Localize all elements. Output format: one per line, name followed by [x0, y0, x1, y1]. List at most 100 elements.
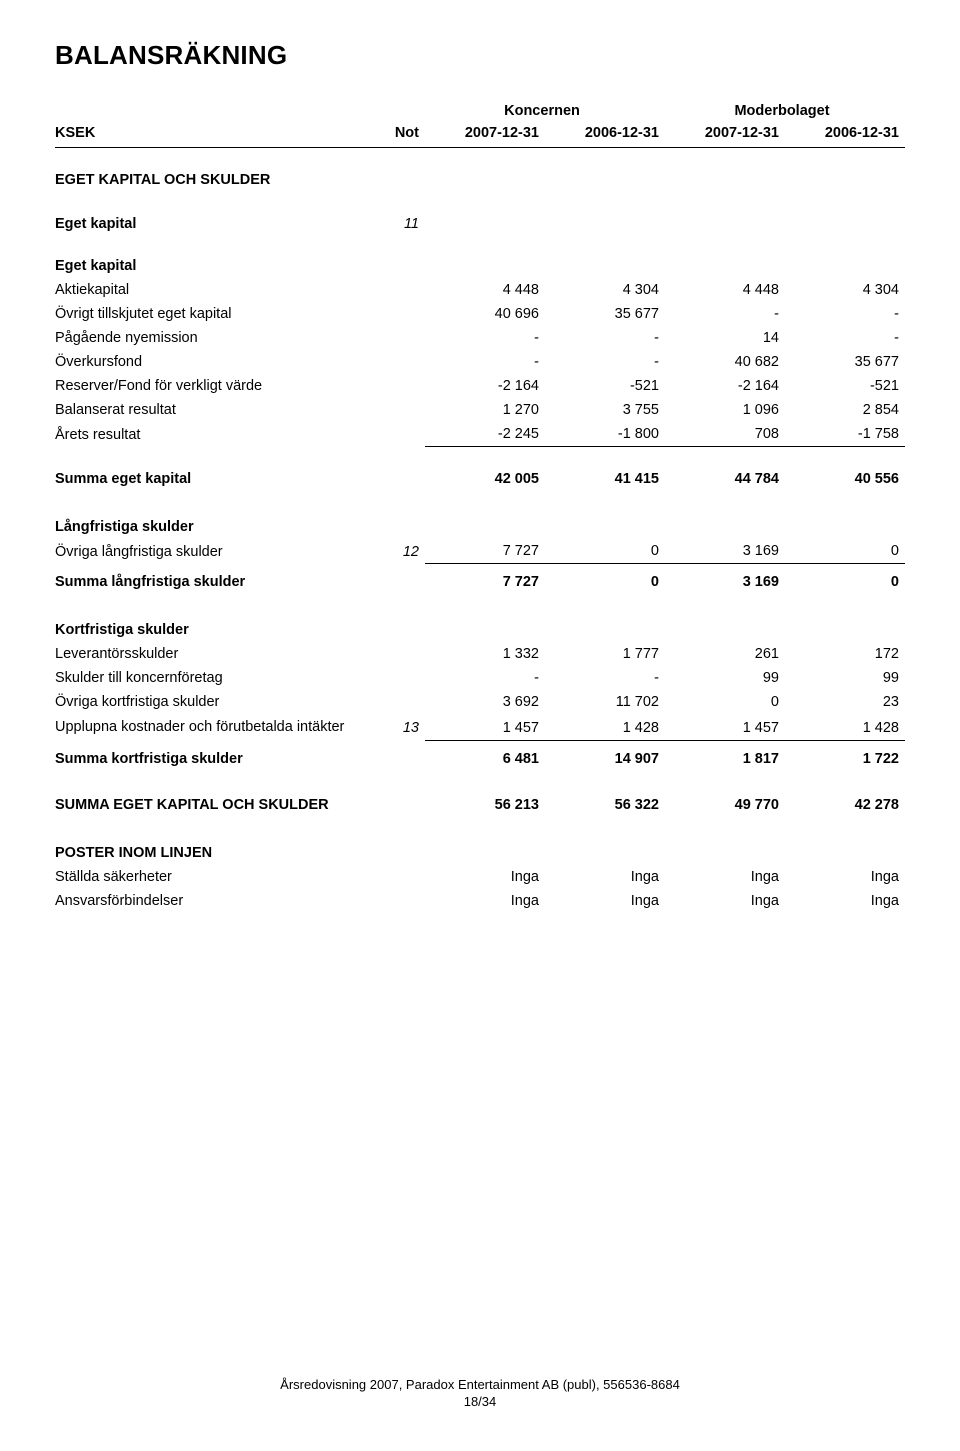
cell: 0 [785, 539, 905, 564]
cell: - [785, 326, 905, 350]
cell: -1 800 [545, 422, 665, 447]
cell-label: Ansvarsförbindelser [55, 889, 355, 913]
page: BALANSRÄKNING Koncernen Moderbolaget KSE… [0, 0, 960, 1451]
cell-note [355, 374, 425, 398]
group-header-row: Koncernen Moderbolaget [55, 99, 905, 121]
cell: 172 [785, 642, 905, 666]
cell: 0 [785, 564, 905, 595]
row-ovr-lang: Övriga långfristiga skulder 12 7 727 0 3… [55, 539, 905, 564]
cell: 99 [665, 666, 785, 690]
cell-label: Balanserat resultat [55, 398, 355, 422]
cell: 261 [665, 642, 785, 666]
cell: 3 692 [425, 690, 545, 714]
row-aktiekapital: Aktiekapital 4 448 4 304 4 448 4 304 [55, 278, 905, 302]
row-summa-ek: Summa eget kapital 42 005 41 415 44 784 … [55, 447, 905, 492]
cell: 3 169 [665, 539, 785, 564]
cell-label: Upplupna kostnader och förutbetalda intä… [55, 714, 355, 740]
cell: 708 [665, 422, 785, 447]
row-summa-kort: Summa kortfristiga skulder 6 481 14 907 … [55, 740, 905, 771]
row-koncernforetag: Skulder till koncernföretag - - 99 99 [55, 666, 905, 690]
group-header-koncernen: Koncernen [425, 99, 665, 121]
section-ek-label: Eget kapital [55, 194, 355, 236]
col-c3: 2007-12-31 [665, 121, 785, 148]
cell: 56 213 [425, 771, 545, 817]
cell: 44 784 [665, 447, 785, 492]
page-title: BALANSRÄKNING [55, 40, 905, 71]
cell: 1 457 [665, 714, 785, 740]
cell: -521 [785, 374, 905, 398]
cell: - [785, 302, 905, 326]
col-label: KSEK [55, 121, 355, 148]
col-c2: 2006-12-31 [545, 121, 665, 148]
cell: 4 304 [785, 278, 905, 302]
section-ek2-label: Eget kapital [55, 236, 355, 278]
section-main: EGET KAPITAL OCH SKULDER [55, 148, 905, 195]
section-poster: POSTER INOM LINJEN [55, 817, 905, 865]
cell-note: 13 [355, 714, 425, 740]
cell: 0 [545, 539, 665, 564]
cell-note [355, 666, 425, 690]
cell-label: Reserver/Fond för verkligt värde [55, 374, 355, 398]
cell: 14 [665, 326, 785, 350]
cell: -1 758 [785, 422, 905, 447]
cell: 3 755 [545, 398, 665, 422]
cell: 1 270 [425, 398, 545, 422]
cell: 11 702 [545, 690, 665, 714]
row-aretsresultat: Årets resultat -2 245 -1 800 708 -1 758 [55, 422, 905, 447]
cell: 0 [665, 690, 785, 714]
column-header-row: KSEK Not 2007-12-31 2006-12-31 2007-12-3… [55, 121, 905, 148]
cell: 1 332 [425, 642, 545, 666]
cell-label: Aktiekapital [55, 278, 355, 302]
cell: - [665, 302, 785, 326]
cell: Inga [425, 889, 545, 913]
cell: 40 682 [665, 350, 785, 374]
cell: 14 907 [545, 740, 665, 771]
balance-sheet-table: Koncernen Moderbolaget KSEK Not 2007-12-… [55, 99, 905, 913]
cell-label: Summa eget kapital [55, 447, 355, 492]
cell: - [545, 350, 665, 374]
cell: 1 457 [425, 714, 545, 740]
cell: -521 [545, 374, 665, 398]
col-c4: 2006-12-31 [785, 121, 905, 148]
cell-label: Överkursfond [55, 350, 355, 374]
cell: Inga [425, 865, 545, 889]
cell: 7 727 [425, 539, 545, 564]
section-lang-label: Långfristiga skulder [55, 491, 905, 539]
cell: 0 [545, 564, 665, 595]
cell-label: Pågående nyemission [55, 326, 355, 350]
section-kort-label: Kortfristiga skulder [55, 594, 905, 642]
cell: 56 322 [545, 771, 665, 817]
cell: 42 005 [425, 447, 545, 492]
cell: Inga [785, 865, 905, 889]
row-ovr-kort: Övriga kortfristiga skulder 3 692 11 702… [55, 690, 905, 714]
row-tillskjutet: Övrigt tillskjutet eget kapital 40 696 3… [55, 302, 905, 326]
cell: Inga [545, 865, 665, 889]
cell: 35 677 [545, 302, 665, 326]
row-leverantor: Leverantörsskulder 1 332 1 777 261 172 [55, 642, 905, 666]
row-ansvar: Ansvarsförbindelser Inga Inga Inga Inga [55, 889, 905, 913]
row-balanserat: Balanserat resultat 1 270 3 755 1 096 2 … [55, 398, 905, 422]
cell: 41 415 [545, 447, 665, 492]
cell: 4 304 [545, 278, 665, 302]
cell: 1 722 [785, 740, 905, 771]
cell: Inga [785, 889, 905, 913]
section-main-label: EGET KAPITAL OCH SKULDER [55, 148, 905, 195]
cell-note [355, 350, 425, 374]
cell-note: 12 [355, 539, 425, 564]
row-upplupna: Upplupna kostnader och förutbetalda intä… [55, 714, 905, 740]
cell: 1 777 [545, 642, 665, 666]
cell: 23 [785, 690, 905, 714]
cell: - [425, 350, 545, 374]
cell: 1 428 [545, 714, 665, 740]
cell-label: Summa kortfristiga skulder [55, 740, 355, 771]
row-summa-lang: Summa långfristiga skulder 7 727 0 3 169… [55, 564, 905, 595]
cell-note [355, 326, 425, 350]
cell: 7 727 [425, 564, 545, 595]
cell: 35 677 [785, 350, 905, 374]
cell-label: Årets resultat [55, 422, 355, 447]
row-sakerheter: Ställda säkerheter Inga Inga Inga Inga [55, 865, 905, 889]
cell: - [425, 666, 545, 690]
col-note: Not [355, 121, 425, 148]
cell-label: Skulder till koncernföretag [55, 666, 355, 690]
col-c1: 2007-12-31 [425, 121, 545, 148]
